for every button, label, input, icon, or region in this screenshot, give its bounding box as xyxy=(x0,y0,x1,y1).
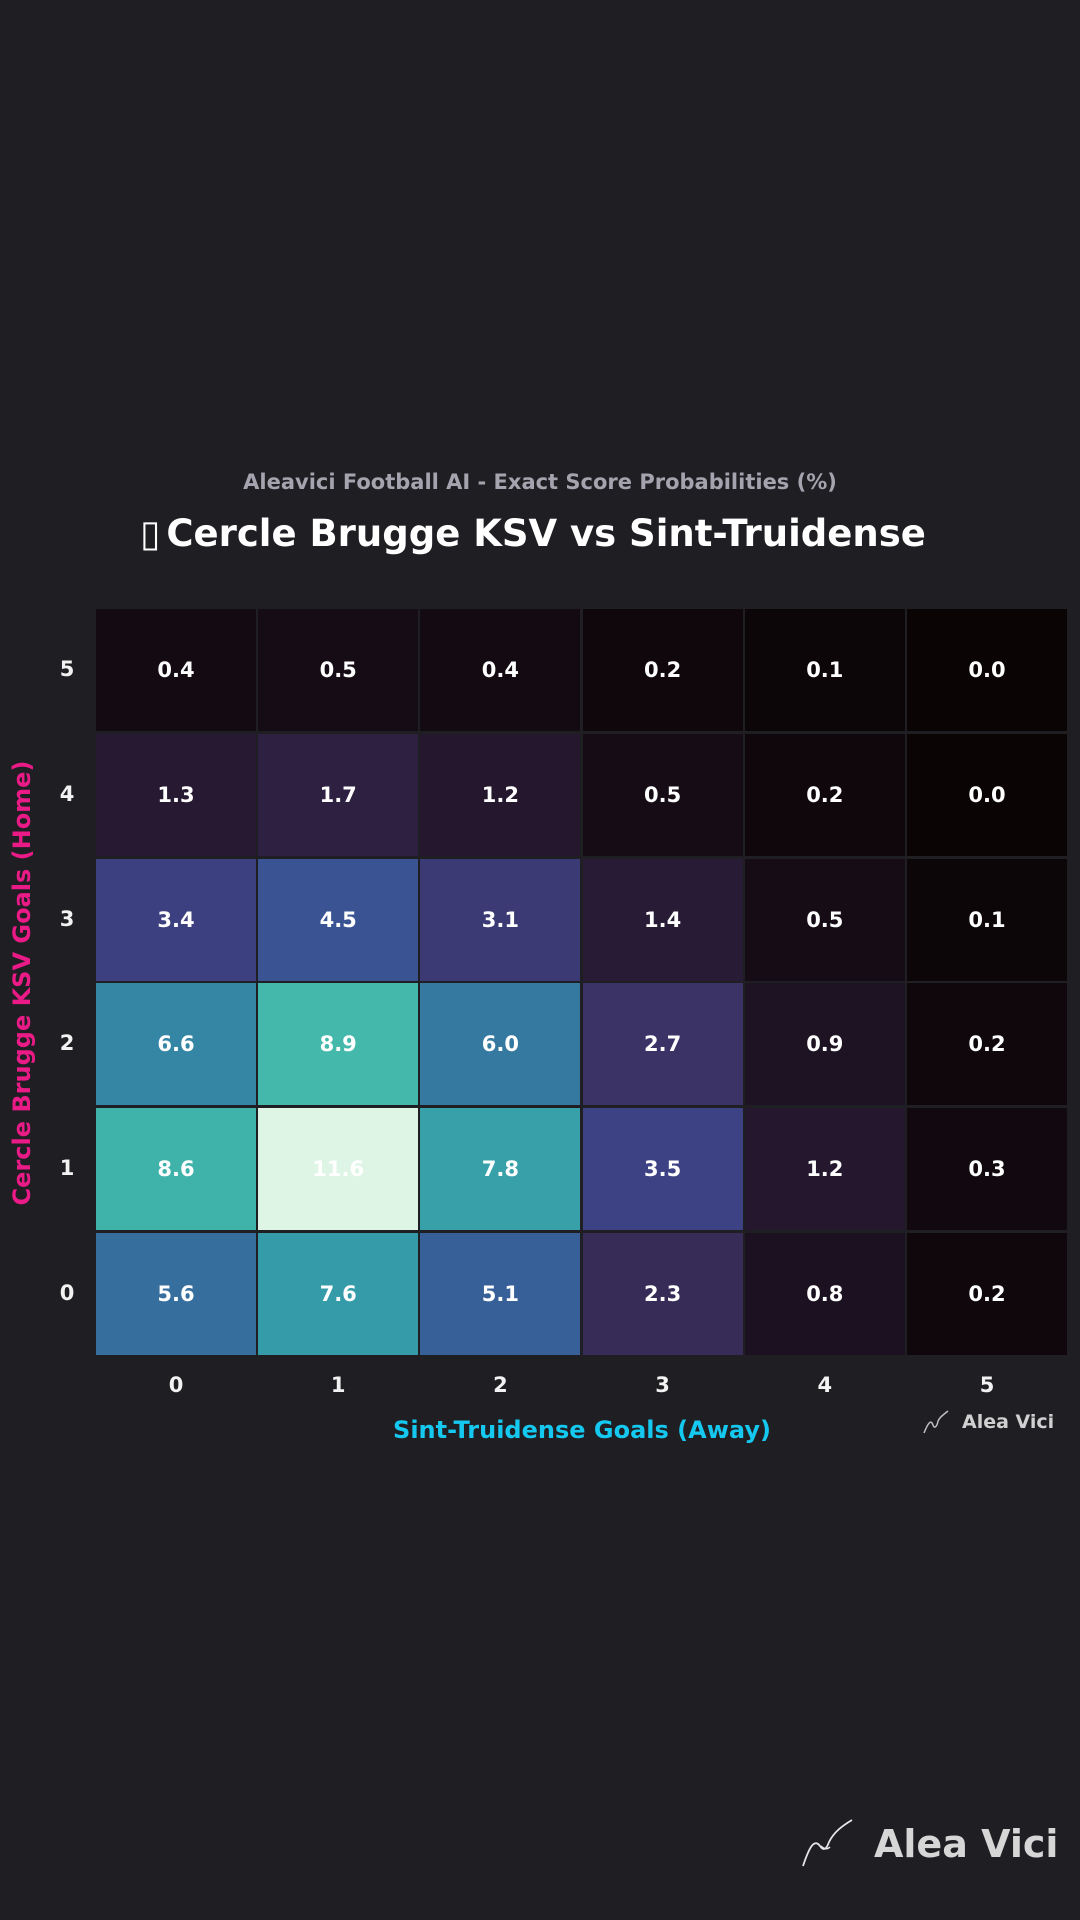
heatmap-cell: 8.6 xyxy=(96,1108,256,1231)
heatmap-cell: 6.0 xyxy=(420,983,581,1106)
heatmap-cell: 0.5 xyxy=(582,733,743,856)
brand-name-small: Alea Vici xyxy=(962,1411,1055,1433)
x-tick-label: 1 xyxy=(330,1373,346,1397)
heatmap-cell: 0.3 xyxy=(907,1108,1067,1231)
heatmap-cell: 0.4 xyxy=(420,609,581,731)
x-tick-label: 5 xyxy=(979,1373,995,1397)
heatmap-cell: 1.2 xyxy=(420,733,581,856)
heatmap-cell: 3.5 xyxy=(582,1108,743,1231)
brand-watermark-small: Alea Vici xyxy=(922,1409,1054,1435)
y-tick-label: 3 xyxy=(59,906,75,931)
heatmap-cell: 0.0 xyxy=(907,733,1067,856)
y-tick-label: 4 xyxy=(59,781,75,806)
heatmap-cell: 5.1 xyxy=(420,1233,581,1355)
heatmap-cell: 0.2 xyxy=(907,983,1067,1106)
y-tick-label: 1 xyxy=(59,1156,75,1181)
heatmap-cell: 0.8 xyxy=(744,1233,905,1355)
x-tick-label: 3 xyxy=(655,1373,670,1397)
chart-title-text: Cercle Brugge KSV vs Sint-Truidense xyxy=(166,512,926,555)
heatmap-grid: 0.4 0.5 0.4 0.2 0.1 0.0 1.3 1.7 1.2 0.5 0.2 0.0 3.4 4… xyxy=(96,609,1068,1357)
heatmap-cell: 3.1 xyxy=(420,858,581,981)
y-tick-label: 0 xyxy=(59,1281,75,1305)
heatmap-cell: 0.9 xyxy=(744,983,905,1106)
heatmap-cell: 7.6 xyxy=(258,1233,419,1355)
heatmap-cell: 0.4 xyxy=(96,609,256,731)
heatmap-cell: 0.5 xyxy=(258,609,419,731)
heatmap-cell: 0.2 xyxy=(582,609,743,731)
x-tick-label: 0 xyxy=(168,1373,184,1397)
heatmap-cell: 2.3 xyxy=(582,1233,743,1355)
heatmap-cell: 0.1 xyxy=(744,609,905,731)
chart-subtitle: Aleavici Football AI - Exact Score Proba… xyxy=(243,470,837,494)
y-tick-label: 2 xyxy=(59,1031,75,1056)
heatmap-cell: 2.7 xyxy=(582,983,743,1106)
heatmap-cell: 3.4 xyxy=(96,858,256,981)
heatmap-cell: 8.9 xyxy=(258,983,419,1106)
heatmap-cell: 1.7 xyxy=(258,733,419,856)
heatmap-cell: 0.0 xyxy=(907,609,1067,731)
heatmap-cell: 0.5 xyxy=(744,858,905,981)
chart-title: ▯ Cercle Brugge KSV vs Sint-Truidense xyxy=(140,512,1080,555)
heatmap-cell: 1.2 xyxy=(744,1108,905,1231)
brand-name-large: Alea Vici xyxy=(874,1822,1059,1866)
signature-icon xyxy=(923,1410,949,1434)
heatmap-cell: 4.5 xyxy=(258,858,419,981)
heatmap-cell: 7.8 xyxy=(420,1108,581,1231)
x-tick-label: 4 xyxy=(817,1373,833,1397)
heatmap-cell: 1.4 xyxy=(582,858,743,981)
x-tick-label: 2 xyxy=(493,1373,508,1397)
y-tick-label: 5 xyxy=(59,657,75,681)
heatmap-cell: 5.6 xyxy=(96,1233,256,1355)
y-axis-label: Cercle Brugge KSV Goals (Home) xyxy=(8,760,36,1206)
signature-icon xyxy=(802,1819,853,1867)
heatmap-cell: 0.2 xyxy=(744,733,905,856)
heatmap-cell: 0.2 xyxy=(907,1233,1067,1355)
heatmap-cell: 0.1 xyxy=(907,858,1067,981)
heatmap-cell: 1.3 xyxy=(96,733,256,856)
x-axis-label: Sint-Truidense Goals (Away) xyxy=(393,1416,771,1444)
brand-watermark-large: Alea Vici xyxy=(800,1818,1058,1870)
heatmap-cell: 6.6 xyxy=(96,983,256,1106)
heatmap-cell: 11.6 xyxy=(258,1108,419,1231)
title-glyph-icon: ▯ xyxy=(140,512,161,555)
